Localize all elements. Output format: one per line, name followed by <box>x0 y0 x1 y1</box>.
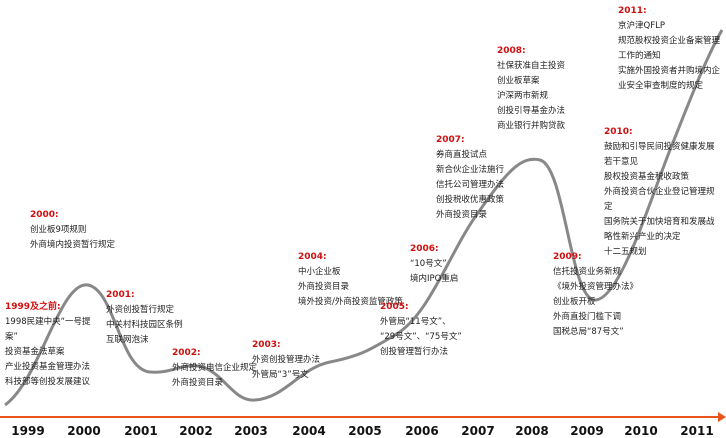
year-label: 2007 <box>461 424 495 438</box>
annotation: 2005: 外管局“11号文”、 “29号文”、“75号文” 创投管理暂行办法 <box>380 300 490 360</box>
annotation-heading: 2003: <box>252 340 281 350</box>
annotation-item: 商业银行并购贷款 <box>497 121 566 131</box>
annotation-item: 创投管理暂行办法 <box>380 347 449 357</box>
annotation: 2011: 京沪津QFLP 规范股权投资企业备案管理工作的通知 实施外国投资者并购境内… <box>618 4 723 94</box>
annotation-heading: 2011: <box>618 6 647 16</box>
year-label: 2008 <box>515 424 549 438</box>
trend-curve <box>4 29 724 407</box>
annotation-heading: 2004: <box>298 252 327 262</box>
annotation-item: “29号文”、“75号文” <box>380 332 462 342</box>
annotation-item: “10号文” <box>410 259 447 269</box>
annotation-item: 社保获准自主投资 <box>497 61 566 71</box>
annotation-item: 规范股权投资企业备案管理工作的通知 <box>618 36 721 61</box>
annotation-item: 十二五规划 <box>604 247 647 257</box>
annotation: 2003: 外资创投管理办法 外管局“3”号文 <box>252 338 362 383</box>
annotation-item: 创业板开板 <box>553 297 596 307</box>
annotation-item: 《境外投资管理办法》 <box>553 282 639 292</box>
annotation: 2007: 券商直投试点新合伙企业法施行 信托公司管理办法 创投税收优惠政策 外商投资目… <box>436 133 546 223</box>
annotation-item: 创投税收优惠政策 <box>436 195 505 205</box>
axis-arrow <box>718 412 726 422</box>
annotation: 2001: 外资创投暂行规定 中关村科技园区条例 互联网泡沫 <box>106 288 196 348</box>
annotation: 2004: 中小企业板外商投资目录境外投资/外商投资监管政策 <box>298 250 408 310</box>
annotation-item: 外商投资目录 <box>436 210 488 220</box>
annotation-item: 信托投资业务新规 <box>553 267 622 277</box>
annotation-item: 1998民建中央“一号提案” <box>5 317 91 342</box>
annotation-item: 外商直投门槛下调 <box>553 312 622 322</box>
year-label: 2010 <box>624 424 658 438</box>
annotation-item: 外商投资电信企业规定 <box>172 363 258 373</box>
annotation-item: 国务院关于加快培育和发展战略性新兴产业的决定 <box>604 217 715 242</box>
annotation-item: 中小企业板 <box>298 267 341 277</box>
year-label: 2011 <box>680 424 714 438</box>
year-label: 2002 <box>179 424 213 438</box>
annotation-item: 外商投资目录 <box>172 378 224 388</box>
annotation-item: 外资创投管理办法 <box>252 355 321 365</box>
annotation-item: 信托公司管理办法 <box>436 180 505 190</box>
annotation-item: 中关村科技园区条例 <box>106 320 183 330</box>
annotation: 2010: 鼓励和引导民间投资健康发展若干意见股权投资基金税收政策外商投资合伙企业… <box>604 125 719 260</box>
annotation-heading: 1999及之前: <box>5 302 61 312</box>
annotation: 2006: “10号文” 境内IPO重启 <box>410 242 500 287</box>
annotation-heading: 2010: <box>604 127 633 137</box>
annotation-heading: 2000: <box>30 210 59 220</box>
annotation-item: 实施外国投资者并购境内企业安全审查制度的规定 <box>618 66 721 91</box>
annotation-item: 创投引导基金办法 <box>497 106 566 116</box>
annotation: 2002: 外商投资电信企业规定 外商投资目录 <box>172 346 262 391</box>
annotation-heading: 2008: <box>497 46 526 56</box>
annotation-heading: 2006: <box>410 244 439 254</box>
annotation-item: 境外投资/外商投资监管政策 <box>298 297 403 307</box>
annotation-item: 沪深两市新规 <box>497 91 549 101</box>
annotation-item: 国税总局“87号文” <box>553 327 624 337</box>
year-label: 2009 <box>570 424 604 438</box>
year-label: 2003 <box>234 424 268 438</box>
annotation-heading: 2005: <box>380 302 409 312</box>
year-label: 1999 <box>11 424 45 438</box>
annotation-item: 外商投资合伙企业登记管理规定 <box>604 187 715 212</box>
year-label: 2006 <box>405 424 439 438</box>
annotation-item: 外管局“3”号文 <box>252 370 309 380</box>
year-label: 2001 <box>124 424 158 438</box>
annotation-heading: 2002: <box>172 348 201 358</box>
annotation-item: 京沪津QFLP <box>618 21 665 31</box>
year-label: 2000 <box>67 424 101 438</box>
annotation-item: 鼓励和引导民间投资健康发展若干意见 <box>604 142 715 167</box>
annotation-item: 外商境内投资暂行规定 <box>30 240 116 250</box>
annotation: 2008: 社保获准自主投资 创业板草案沪深两市新规创投引导基金办法 商业银行并购贷款 <box>497 44 607 134</box>
annotation: 2000: 创业板9项规则外商境内投资暂行规定 <box>30 208 170 253</box>
annotation-item: 投资基金法草案 <box>5 347 65 357</box>
annotation-heading: 2009: <box>553 252 582 262</box>
annotation: 2009: 信托投资业务新规《境外投资管理办法》 创业板开板外商直投门槛下调 国税总局… <box>553 250 673 340</box>
annotation-heading: 2001: <box>106 290 135 300</box>
annotation-item: 创业板9项规则 <box>30 225 87 235</box>
annotation-item: 股权投资基金税收政策 <box>604 172 690 182</box>
annotation-item: 新合伙企业法施行 <box>436 165 505 175</box>
annotation-item: 外资创投暂行规定 <box>106 305 175 315</box>
year-label: 2004 <box>292 424 326 438</box>
annotation-heading: 2007: <box>436 135 465 145</box>
annotation: 1999及之前: 1998民建中央“一号提案” 投资基金法草案产业投资基金管理办法科… <box>5 300 95 390</box>
annotation-item: 科技部等创投发展建议 <box>5 377 91 387</box>
annotation-item: 创业板草案 <box>497 76 540 86</box>
annotation-item: 产业投资基金管理办法 <box>5 362 91 372</box>
year-label: 2005 <box>348 424 382 438</box>
annotation-item: 外商投资目录 <box>298 282 350 292</box>
annotation-item: 外管局“11号文”、 <box>380 317 451 327</box>
annotation-item: 境内IPO重启 <box>410 274 459 284</box>
annotation-item: 互联网泡沫 <box>106 335 149 345</box>
annotation-item: 券商直投试点 <box>436 150 488 160</box>
